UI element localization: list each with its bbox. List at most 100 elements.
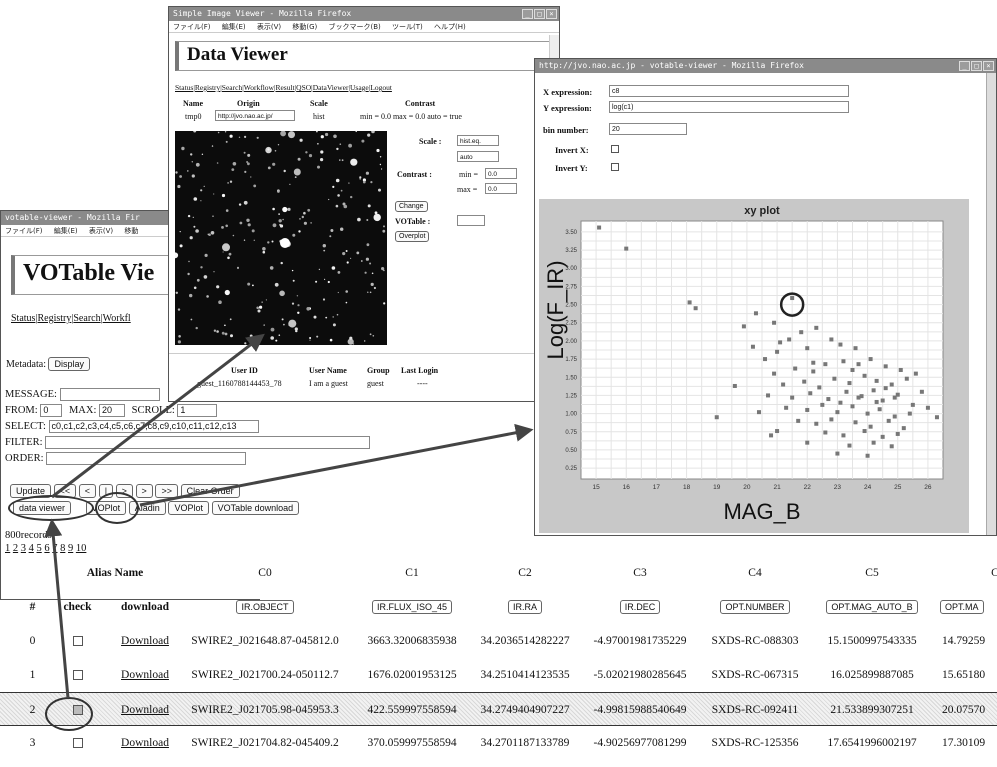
- select-input[interactable]: c0,c1,c2,c3,c4,c5,c6,c7,c8,c9,c10,c11,c1…: [48, 420, 259, 433]
- page-4[interactable]: 4: [28, 543, 34, 554]
- field-btn-c5[interactable]: OPT.MAG_AUTO_B: [826, 600, 918, 614]
- max-input[interactable]: 0.0: [485, 183, 517, 194]
- maximize-icon[interactable]: □: [971, 61, 982, 71]
- last-page-button[interactable]: >>: [155, 484, 178, 498]
- row-index: 1: [29, 669, 36, 681]
- data-point: [913, 371, 918, 376]
- menu-edit[interactable]: 編集(E): [221, 23, 246, 31]
- auto-select[interactable]: auto: [457, 151, 499, 162]
- pagination: 1 2 3 4 5 6 7 8 9 10: [5, 543, 86, 554]
- page-8[interactable]: 8: [60, 543, 66, 554]
- bin-input[interactable]: 20: [609, 123, 687, 135]
- menu-edit[interactable]: 編集(E): [53, 227, 78, 235]
- clear-order-button[interactable]: Clear Order: [180, 484, 240, 498]
- menu-file[interactable]: ファイル(F): [173, 23, 211, 31]
- change-button[interactable]: Change: [395, 201, 428, 212]
- page-2[interactable]: 2: [12, 543, 19, 554]
- close-icon[interactable]: ×: [983, 61, 994, 71]
- dv-nav-search[interactable]: Search: [221, 83, 243, 92]
- page-1[interactable]: 1: [5, 543, 11, 554]
- plot-titlebar[interactable]: http://jvo.nao.ac.jp - votable-viewer - …: [535, 59, 996, 73]
- voplot2-button[interactable]: VOPlot: [168, 501, 209, 515]
- dv-nav-qso[interactable]: QSO: [296, 83, 312, 92]
- menu-go[interactable]: 移動(G): [292, 23, 318, 31]
- plot-scrollbar[interactable]: [986, 73, 996, 535]
- menu-bookmarks[interactable]: ブックマーク(B): [328, 23, 381, 31]
- field-c6: OPT.MA: [940, 590, 997, 624]
- nav-status[interactable]: Status: [11, 313, 36, 324]
- display-button[interactable]: Display: [48, 357, 90, 371]
- prev-page-button[interactable]: <: [78, 484, 97, 498]
- field-btn-c0[interactable]: IR.OBJECT: [236, 600, 294, 614]
- row-checkbox[interactable]: [72, 738, 83, 749]
- data-point: [750, 344, 755, 349]
- nav-workflow[interactable]: Workfl: [102, 313, 131, 324]
- votable-download-button[interactable]: VOTable download: [211, 501, 300, 515]
- star: [287, 207, 291, 211]
- star: [309, 337, 312, 339]
- dv-nav-workflow[interactable]: Workflow: [243, 83, 274, 92]
- minimize-icon[interactable]: _: [959, 61, 970, 71]
- page-6[interactable]: 6: [44, 543, 50, 554]
- field-btn-c3[interactable]: IR.DEC: [619, 600, 661, 614]
- menu-view[interactable]: 表示(V): [88, 227, 114, 235]
- page-3[interactable]: 3: [20, 543, 26, 554]
- star: [295, 329, 298, 333]
- maximize-icon[interactable]: □: [534, 9, 545, 19]
- from-input[interactable]: 0: [40, 404, 63, 417]
- row-download-link[interactable]: Download: [121, 737, 169, 749]
- star: [216, 330, 219, 333]
- message-input[interactable]: [59, 388, 160, 401]
- row-checkbox[interactable]: [72, 670, 83, 681]
- astro-image[interactable]: [175, 131, 387, 345]
- dv-nav-dataviewer[interactable]: DataViewer: [312, 83, 349, 92]
- scale-select[interactable]: hist.eq.: [457, 135, 499, 146]
- data-point: [850, 404, 855, 409]
- field-btn-c2[interactable]: IR.RA: [507, 600, 542, 614]
- overplot-button[interactable]: Overplot: [395, 231, 430, 242]
- filter-input[interactable]: [45, 436, 371, 449]
- row-download-link[interactable]: Download: [121, 669, 169, 681]
- nav-registry[interactable]: Registry: [37, 313, 72, 324]
- minimize-icon[interactable]: _: [522, 9, 533, 19]
- nav-search[interactable]: Search: [73, 313, 101, 324]
- invert-x-checkbox[interactable]: [611, 145, 619, 153]
- close-icon[interactable]: ×: [546, 9, 557, 19]
- page-7[interactable]: 7: [52, 543, 58, 554]
- dv-nav-logout[interactable]: Logout: [370, 83, 392, 92]
- invert-y-checkbox[interactable]: [611, 163, 619, 171]
- dv-nav-usage[interactable]: Usage: [349, 83, 369, 92]
- dv-nav-registry[interactable]: Registry: [194, 83, 221, 92]
- menu-help[interactable]: ヘルプ(H): [433, 23, 466, 31]
- y-expr-input[interactable]: log(c1): [609, 101, 849, 113]
- menu-view[interactable]: 表示(V): [256, 23, 282, 31]
- dv-nav-status[interactable]: Status: [175, 83, 194, 92]
- xy-plot[interactable]: xy plot 15 16 17 18 19 20 21 22 23 24 25 26 0.25 0.50 0…: [539, 199, 969, 533]
- dv-nav-result[interactable]: Result: [275, 83, 295, 92]
- row-download-link[interactable]: Download: [121, 704, 169, 716]
- scroll-input[interactable]: 1: [177, 404, 218, 417]
- min-input[interactable]: 0.0: [485, 168, 517, 179]
- page-5[interactable]: 5: [36, 543, 42, 554]
- page-9[interactable]: 9: [68, 543, 74, 554]
- next2-page-button[interactable]: >: [135, 484, 153, 498]
- star: [329, 235, 332, 238]
- page-10[interactable]: 10: [75, 543, 87, 554]
- row-download-link[interactable]: Download: [121, 635, 169, 647]
- field-btn-c1[interactable]: IR.FLUX_ISO_45: [371, 600, 453, 614]
- star: [298, 230, 301, 233]
- menu-tools[interactable]: ツール(T): [391, 23, 423, 31]
- row-checkbox[interactable]: [72, 636, 83, 647]
- field-btn-c4[interactable]: OPT.NUMBER: [720, 600, 790, 614]
- dataviewer-titlebar[interactable]: Simple Image Viewer - Mozilla Firefox _ □…: [169, 7, 559, 21]
- max-input[interactable]: 20: [98, 404, 125, 417]
- meta-origin-field[interactable]: http://jvo.nao.ac.jp/: [215, 110, 295, 121]
- menu-file[interactable]: ファイル(F): [5, 227, 43, 235]
- menu-go[interactable]: 移動: [124, 227, 139, 235]
- field-btn-c6[interactable]: OPT.MA: [940, 600, 984, 614]
- order-input[interactable]: [46, 452, 247, 465]
- row-c1: 370.059997558594: [367, 737, 457, 749]
- x-expr-input[interactable]: c8: [609, 85, 849, 97]
- votable-select[interactable]: [457, 215, 485, 226]
- star: [315, 280, 318, 283]
